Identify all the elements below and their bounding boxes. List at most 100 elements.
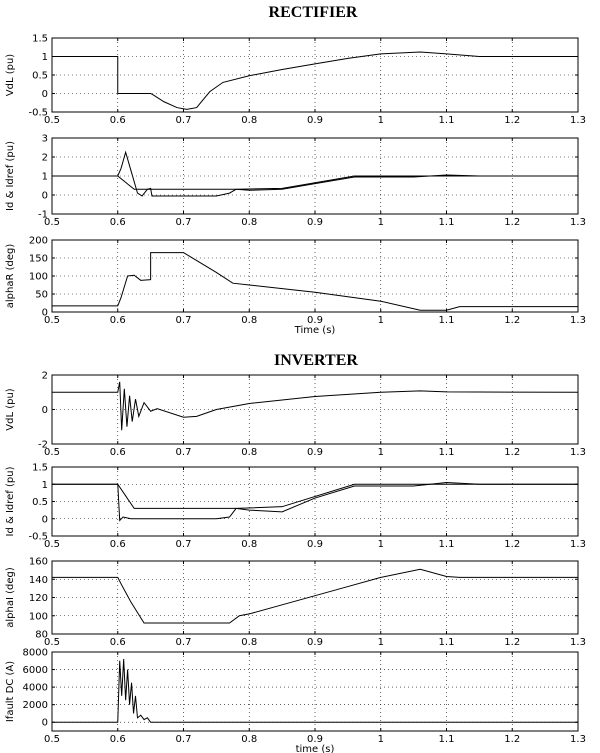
y-tick-label: 2 [42, 153, 48, 164]
x-tick-label: 1.1 [439, 447, 455, 458]
x-tick-label: 0.8 [241, 637, 257, 648]
rectifier-title: RECTIFIER [269, 4, 358, 21]
x-tick-label: 0.7 [176, 447, 192, 458]
y-tick-label: 50 [35, 290, 48, 301]
series-line-1 [52, 51, 578, 110]
x-tick-label: 1.3 [570, 637, 586, 648]
x-tick-label: 0.7 [176, 637, 192, 648]
series-line-2 [52, 175, 578, 190]
x-tick-label: 1.1 [439, 539, 455, 550]
y-axis-label: Id & Idref (pu) [5, 466, 16, 536]
y-tick-label: 1.5 [32, 463, 48, 474]
y-tick-label: -1 [38, 210, 48, 221]
x-tick-label: 1.1 [439, 217, 455, 228]
x-tick-label: 0.7 [176, 315, 192, 326]
series-line-2 [52, 483, 578, 509]
x-tick-label: 0.8 [241, 217, 257, 228]
y-tick-label: 1 [42, 172, 48, 183]
x-axis-label: time (s) [296, 744, 335, 753]
y-tick-label: 1.5 [32, 34, 48, 45]
x-tick-label: 0.9 [307, 315, 323, 326]
y-axis-label: Ifault DC (A) [5, 661, 16, 722]
y-tick-label: 1 [42, 52, 48, 63]
panel-inverter-vdl: 0.5 0.6 0.7 0.8 0.9 1 1.1 1.2 1.3 -2 0 2 VdL (pu) [5, 371, 586, 459]
x-tick-label: 1.1 [439, 315, 455, 326]
axes-frame [51, 466, 579, 537]
y-axis-label: VdL (pu) [5, 54, 16, 97]
x-tick-label: 0.8 [241, 447, 257, 458]
x-tick-label: 1.3 [570, 315, 586, 326]
y-tick-label: 2000 [23, 700, 48, 711]
x-tick-label: 1.1 [439, 734, 455, 745]
x-tick-label: 0.6 [110, 447, 126, 458]
x-tick-label: 0.7 [176, 539, 192, 550]
inverter-title: INVERTER [274, 352, 358, 369]
y-tick-label: -0.5 [28, 108, 48, 119]
x-tick-label: 0.5 [44, 539, 60, 550]
panel-inverter-id: 0.5 0.6 0.7 0.8 0.9 1 1.1 1.2 1.3 -0.5 0 0.5 1 1.5 Id … [5, 463, 586, 551]
y-tick-label: 0 [42, 191, 48, 202]
y-tick-label: 100 [29, 611, 48, 622]
x-tick-label: 1 [378, 637, 384, 648]
x-tick-label: 1 [378, 315, 384, 326]
x-tick-label: 0.6 [110, 637, 126, 648]
x-tick-label: 1 [378, 734, 384, 745]
x-tick-label: 1.3 [570, 217, 586, 228]
x-tick-label: 0.9 [307, 734, 323, 745]
x-tick-label: 1 [378, 447, 384, 458]
x-tick-label: 1.3 [570, 447, 586, 458]
y-tick-label: 3 [42, 134, 48, 145]
series-line-1 [52, 252, 578, 311]
y-tick-label: 80 [35, 630, 48, 641]
x-tick-label: 0.6 [110, 115, 126, 126]
x-tick-label: 0.6 [110, 734, 126, 745]
y-tick-label: 2 [42, 371, 48, 382]
x-tick-label: 0.8 [241, 734, 257, 745]
x-tick-label: 1.2 [504, 217, 520, 228]
y-axis-label: VdL (pu) [5, 388, 16, 431]
series-line-1 [52, 568, 578, 624]
y-tick-label: 0 [42, 514, 48, 525]
x-tick-label: 1.2 [504, 539, 520, 550]
x-tick-label: 0.6 [110, 217, 126, 228]
y-axis-label: alphaI (deg) [5, 567, 16, 628]
x-tick-label: 0.8 [241, 539, 257, 550]
y-tick-label: -0.5 [28, 532, 48, 543]
x-tick-label: 1 [378, 217, 384, 228]
x-tick-label: 0.5 [44, 115, 60, 126]
y-tick-label: 0 [42, 308, 48, 319]
x-tick-label: 0.7 [176, 217, 192, 228]
x-tick-label: 1 [378, 539, 384, 550]
series-line-1 [52, 381, 579, 431]
y-tick-label: 140 [29, 575, 48, 586]
x-tick-label: 0.7 [176, 734, 192, 745]
y-axis-label: Id & Idref (pu) [5, 141, 16, 211]
y-tick-label: 4000 [23, 683, 48, 694]
series-line-1 [52, 150, 578, 197]
x-tick-label: 1.1 [439, 115, 455, 126]
x-tick-label: 1 [378, 115, 384, 126]
x-tick-label: 1.3 [570, 539, 586, 550]
x-tick-label: 1.2 [504, 734, 520, 745]
panel-inverter-ifault: 0.5 0.6 0.7 0.8 0.9 1 1.1 1.2 1.3 0 2000 4000 6000 80… [5, 648, 586, 753]
y-tick-label: 100 [29, 272, 48, 283]
x-tick-label: 0.6 [110, 539, 126, 550]
x-tick-label: 1.2 [504, 637, 520, 648]
x-tick-label: 0.9 [307, 637, 323, 648]
panel-rectifier-vdl: 0.5 0.6 0.7 0.8 0.9 1 1.1 1.2 1.3 -0.5 0 0.5 1 1.5 VdL… [5, 34, 586, 127]
x-tick-label: 1.3 [570, 734, 586, 745]
x-tick-label: 0.9 [307, 539, 323, 550]
y-tick-label: 0.5 [32, 71, 48, 82]
x-tick-label: 0.9 [307, 447, 323, 458]
panel-inverter-alpha: 0.5 0.6 0.7 0.8 0.9 1 1.1 1.2 1.3 80 100 120 140 160 a… [5, 557, 586, 649]
x-tick-label: 0.5 [44, 217, 60, 228]
x-tick-label: 1.2 [504, 447, 520, 458]
y-tick-label: 0.5 [32, 497, 48, 508]
x-tick-label: 0.9 [307, 115, 323, 126]
y-tick-label: 0 [42, 718, 48, 729]
series-line-1 [52, 482, 578, 522]
x-tick-label: 0.9 [307, 217, 323, 228]
x-tick-label: 0.5 [44, 734, 60, 745]
x-tick-label: 0.8 [241, 315, 257, 326]
